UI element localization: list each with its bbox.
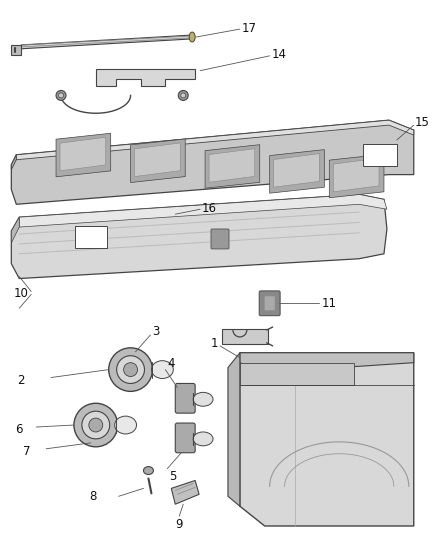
Polygon shape bbox=[270, 150, 324, 193]
Text: 1: 1 bbox=[211, 337, 218, 350]
Circle shape bbox=[124, 362, 138, 376]
Polygon shape bbox=[205, 144, 260, 188]
Ellipse shape bbox=[189, 32, 195, 42]
Text: 7: 7 bbox=[23, 445, 31, 458]
Text: 2: 2 bbox=[17, 374, 25, 387]
Text: 3: 3 bbox=[152, 326, 160, 338]
FancyBboxPatch shape bbox=[259, 291, 280, 316]
Polygon shape bbox=[209, 149, 255, 182]
Polygon shape bbox=[11, 155, 16, 169]
Polygon shape bbox=[240, 353, 414, 526]
FancyBboxPatch shape bbox=[175, 423, 195, 453]
Text: 14: 14 bbox=[272, 49, 286, 61]
Circle shape bbox=[117, 356, 145, 383]
Ellipse shape bbox=[115, 416, 137, 434]
FancyBboxPatch shape bbox=[75, 226, 107, 248]
Circle shape bbox=[109, 348, 152, 391]
Text: 16: 16 bbox=[202, 202, 217, 215]
Polygon shape bbox=[19, 35, 192, 49]
FancyBboxPatch shape bbox=[222, 329, 268, 344]
Text: 8: 8 bbox=[89, 490, 96, 503]
Text: 9: 9 bbox=[175, 518, 183, 530]
FancyBboxPatch shape bbox=[363, 144, 397, 166]
Polygon shape bbox=[333, 158, 379, 192]
FancyBboxPatch shape bbox=[175, 383, 195, 413]
Text: 15: 15 bbox=[415, 116, 430, 128]
Circle shape bbox=[56, 91, 66, 100]
Text: 6: 6 bbox=[15, 424, 23, 437]
Polygon shape bbox=[274, 154, 319, 187]
Polygon shape bbox=[11, 120, 414, 204]
Text: 4: 4 bbox=[167, 357, 175, 370]
Polygon shape bbox=[134, 143, 180, 176]
Text: 11: 11 bbox=[321, 297, 336, 310]
Polygon shape bbox=[11, 45, 21, 55]
Circle shape bbox=[181, 93, 186, 98]
FancyBboxPatch shape bbox=[264, 296, 275, 311]
Polygon shape bbox=[131, 139, 185, 182]
Circle shape bbox=[82, 411, 110, 439]
Ellipse shape bbox=[193, 432, 213, 446]
Polygon shape bbox=[240, 353, 414, 373]
Polygon shape bbox=[16, 120, 414, 160]
Polygon shape bbox=[60, 137, 106, 171]
Polygon shape bbox=[171, 480, 199, 504]
FancyBboxPatch shape bbox=[211, 229, 229, 249]
Polygon shape bbox=[329, 154, 384, 198]
Polygon shape bbox=[228, 353, 240, 506]
Text: 5: 5 bbox=[170, 470, 177, 483]
Polygon shape bbox=[19, 195, 387, 227]
Polygon shape bbox=[240, 362, 354, 385]
Text: 17: 17 bbox=[242, 22, 257, 35]
Circle shape bbox=[59, 93, 64, 98]
Ellipse shape bbox=[152, 361, 173, 378]
Polygon shape bbox=[96, 69, 195, 85]
Polygon shape bbox=[56, 133, 111, 177]
Polygon shape bbox=[11, 217, 19, 243]
Polygon shape bbox=[11, 195, 387, 279]
Ellipse shape bbox=[193, 392, 213, 406]
Circle shape bbox=[74, 403, 118, 447]
Text: 10: 10 bbox=[13, 287, 28, 300]
Circle shape bbox=[178, 91, 188, 100]
Circle shape bbox=[89, 418, 103, 432]
Ellipse shape bbox=[144, 466, 153, 474]
